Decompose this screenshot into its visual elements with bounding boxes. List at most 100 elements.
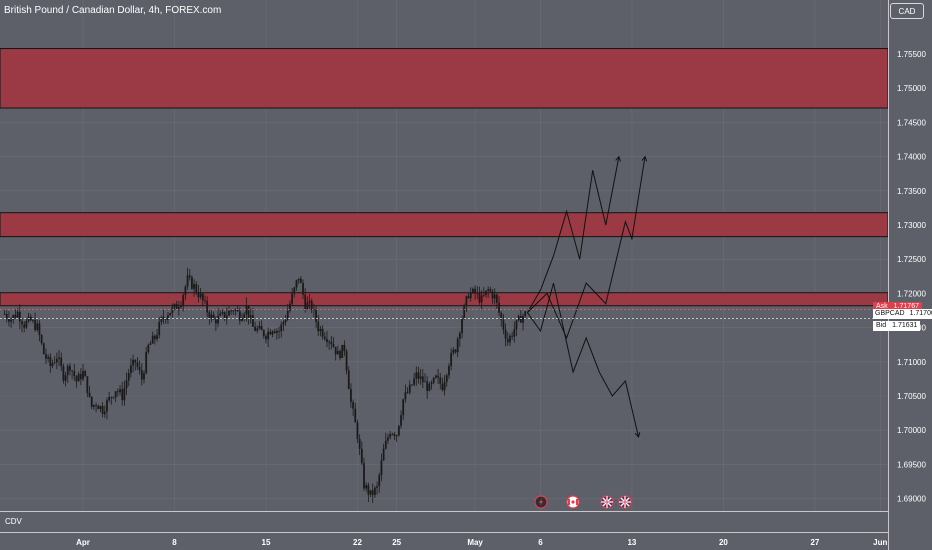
candle-body — [127, 372, 130, 381]
candle-body — [136, 362, 139, 367]
candle-body — [502, 320, 505, 330]
candle-body — [123, 388, 126, 401]
candle-body — [214, 319, 217, 324]
y-tick-label: 1.70500 — [897, 392, 926, 401]
candle-body — [491, 291, 494, 299]
candle-body — [49, 356, 52, 366]
currency-button[interactable]: CAD — [890, 3, 924, 19]
x-tick-label: 13 — [627, 538, 636, 547]
candle-body — [358, 439, 361, 449]
candle-body — [25, 321, 28, 328]
candle-body — [275, 330, 278, 333]
candle-body — [313, 309, 315, 311]
candle-body — [395, 435, 398, 437]
candle-body — [125, 380, 128, 389]
candle-body — [376, 486, 378, 488]
candle-body — [434, 375, 437, 378]
candle-body — [458, 333, 461, 339]
candle-body — [315, 309, 317, 322]
x-tick-label: 27 — [810, 538, 819, 547]
uk-flag-icon[interactable] — [618, 495, 632, 509]
candle-body — [95, 404, 97, 406]
candle-body — [45, 354, 47, 359]
candle-body — [73, 371, 76, 377]
candle-body — [334, 346, 337, 355]
y-tick-label: 1.73000 — [897, 221, 926, 230]
candle-body — [302, 282, 304, 295]
lightning-icon[interactable] — [534, 495, 548, 509]
candle-body — [448, 365, 450, 376]
candle-body — [467, 296, 470, 299]
x-tick-label: Jun — [873, 538, 887, 547]
candle-body — [426, 381, 429, 391]
candle-body — [223, 311, 226, 318]
projection-path — [526, 156, 620, 313]
candle-body — [64, 375, 67, 381]
candle-body — [191, 277, 193, 289]
candle-body — [341, 344, 344, 358]
candle-body — [419, 376, 422, 379]
candle-body — [424, 381, 426, 383]
candle-body — [162, 317, 165, 319]
candle-body — [132, 359, 135, 366]
candle-body — [319, 328, 322, 332]
candle-body — [524, 311, 527, 317]
y-tick-label: 1.69500 — [897, 460, 926, 469]
candle-body — [328, 341, 331, 343]
canada-flag-icon[interactable] — [566, 495, 580, 509]
candle-body — [254, 326, 256, 331]
candle-body — [308, 300, 311, 303]
candle-body — [456, 338, 459, 353]
candle-body — [406, 392, 409, 394]
event-icons[interactable] — [534, 495, 632, 509]
candle-body — [238, 311, 241, 321]
y-tick-label: 1.69000 — [897, 495, 926, 504]
candle-body — [42, 343, 45, 355]
candle-body — [293, 287, 296, 294]
candle-body — [212, 314, 215, 320]
candle-body — [103, 411, 106, 414]
candle-body — [450, 352, 453, 366]
candle-body — [147, 344, 150, 353]
candle-body — [130, 365, 132, 373]
candle-body — [339, 350, 341, 358]
candle-body — [498, 302, 500, 313]
candle-body — [323, 336, 326, 339]
candle-body — [182, 295, 185, 306]
indicator-label[interactable]: CDV — [5, 517, 22, 526]
y-tick-label: 1.75000 — [897, 84, 926, 93]
candle-body — [284, 320, 287, 323]
candle-body — [384, 440, 387, 449]
candle-body — [513, 329, 516, 337]
candle-body — [295, 280, 298, 288]
candle-body — [413, 378, 416, 385]
symbol-label: GBPCAD — [873, 308, 907, 319]
projection-arrowhead — [641, 155, 648, 162]
candle-body — [40, 335, 43, 344]
candle-body — [62, 366, 65, 381]
uk-flag-icon[interactable] — [600, 495, 614, 509]
candlestick-series[interactable] — [3, 267, 527, 504]
projection-path — [526, 282, 639, 438]
candle-body — [317, 321, 320, 332]
y-tick-label: 1.73500 — [897, 187, 926, 196]
x-tick-label: 8 — [172, 538, 177, 547]
candle-body — [511, 335, 514, 337]
candle-body — [101, 406, 104, 414]
candle-body — [186, 275, 189, 287]
candle-body — [55, 358, 58, 363]
candle-body — [156, 335, 158, 340]
candle-body — [225, 315, 228, 318]
x-tick-label: 15 — [262, 538, 271, 547]
candle-body — [382, 448, 385, 461]
candle-body — [463, 305, 466, 319]
x-tick-label: 20 — [719, 538, 728, 547]
last-value: 1.71700 — [906, 308, 932, 319]
candle-body — [417, 372, 420, 379]
candle-body — [199, 293, 202, 298]
candle-body — [119, 389, 121, 393]
candle-body — [241, 317, 243, 321]
candle-body — [482, 294, 485, 296]
